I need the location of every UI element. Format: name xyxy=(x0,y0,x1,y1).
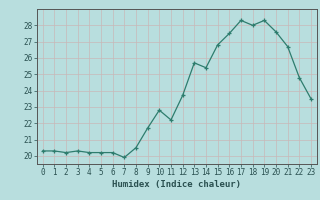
X-axis label: Humidex (Indice chaleur): Humidex (Indice chaleur) xyxy=(112,180,241,189)
